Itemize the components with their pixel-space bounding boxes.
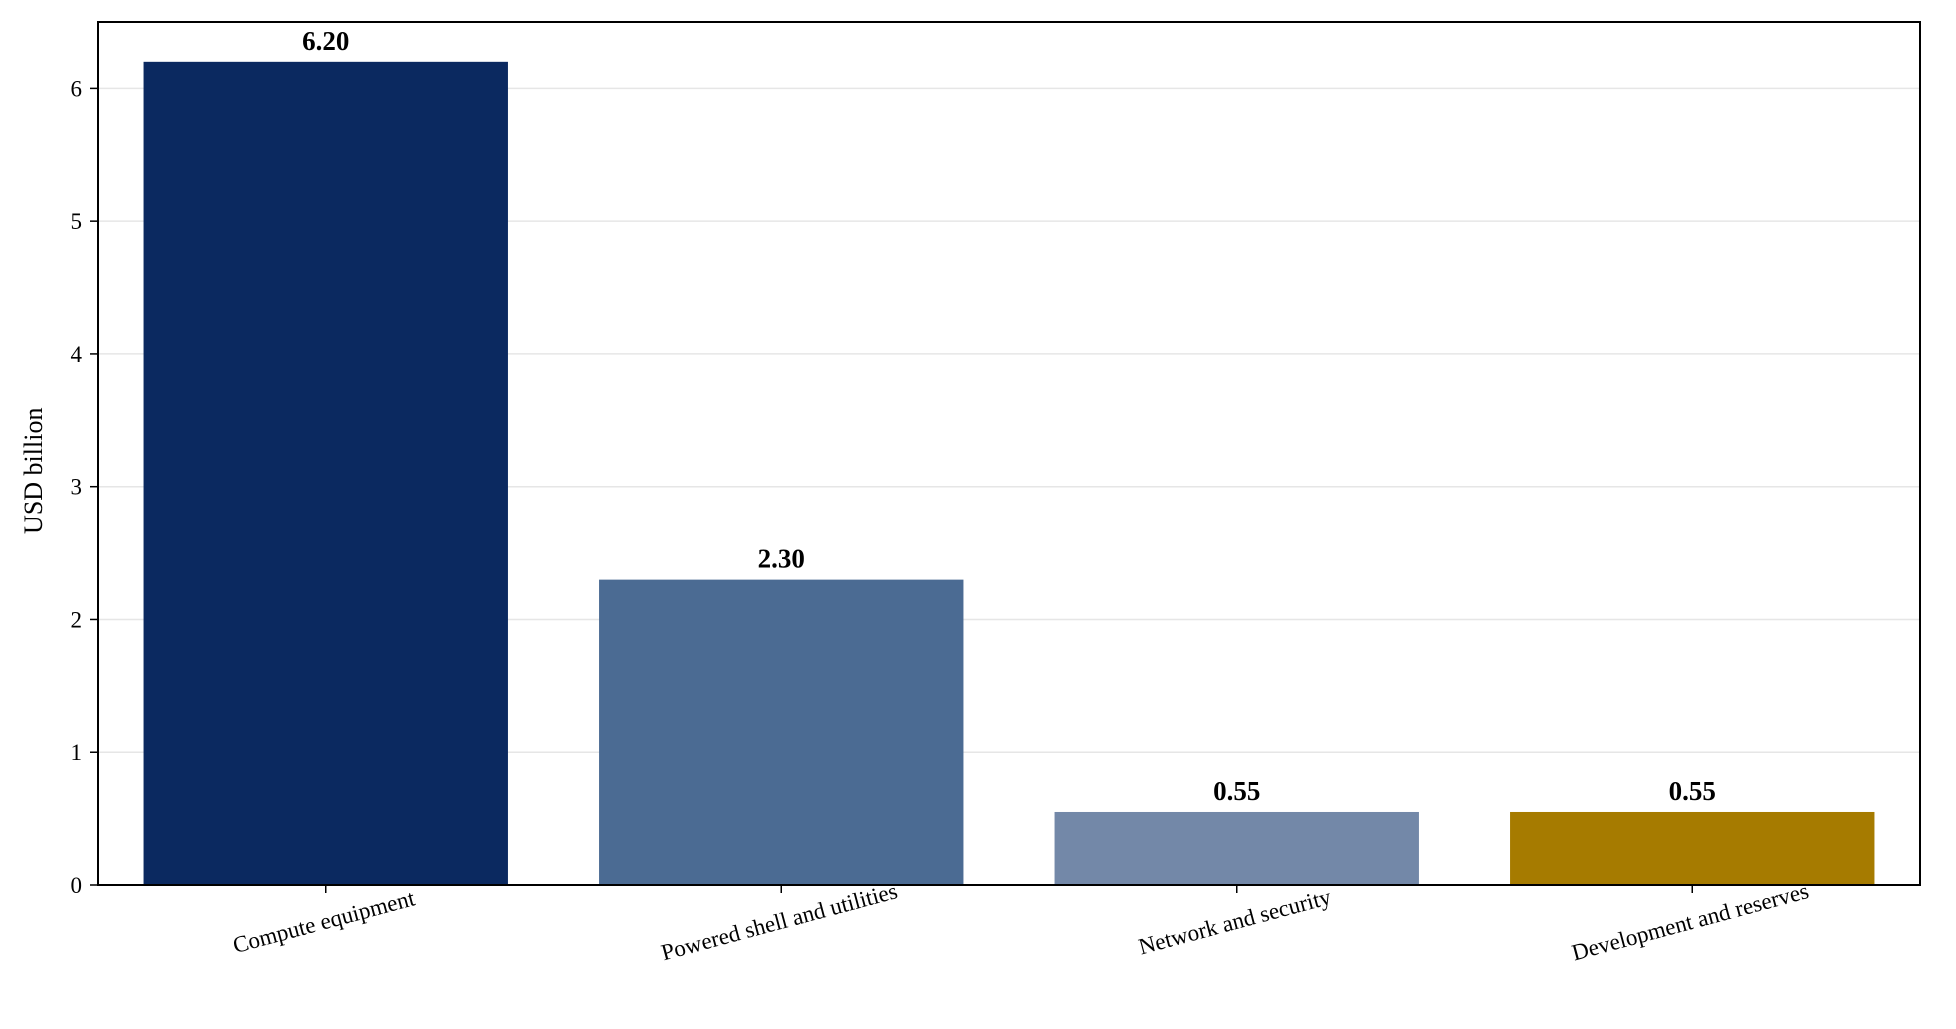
x-axis-ticks: Compute equipment Powered shell and utili… [230,878,1811,965]
bar [599,579,964,885]
y-tick-label: 4 [71,342,83,367]
data-labels: 6.20 2.30 0.55 0.55 [302,26,1716,806]
y-tick-label: 5 [71,209,83,234]
y-tick-label: 3 [71,475,83,500]
x-tick-label: Network and security [1136,884,1334,960]
bar-value-label: 0.55 [1669,776,1716,806]
y-axis-title: USD billion [19,408,48,534]
bars [143,61,1875,886]
bar-value-label: 0.55 [1213,776,1260,806]
plot-frame [97,21,1921,886]
bar-value-label: 2.30 [758,544,805,574]
bar [1510,811,1875,885]
y-tick-label: 2 [71,607,83,632]
bar-value-label: 6.20 [302,26,349,56]
bar [1054,811,1419,885]
bar [143,61,508,886]
y-axis-ticks: 0 1 2 3 4 5 6 [71,76,98,898]
y-tick-label: 1 [71,740,83,765]
x-tick-label: Powered shell and utilities [659,878,901,965]
y-tick-label: 0 [71,873,83,898]
y-tick-label: 6 [71,76,83,101]
x-tick-label: Development and reserves [1569,878,1811,965]
x-tick-label: Compute equipment [230,885,418,958]
